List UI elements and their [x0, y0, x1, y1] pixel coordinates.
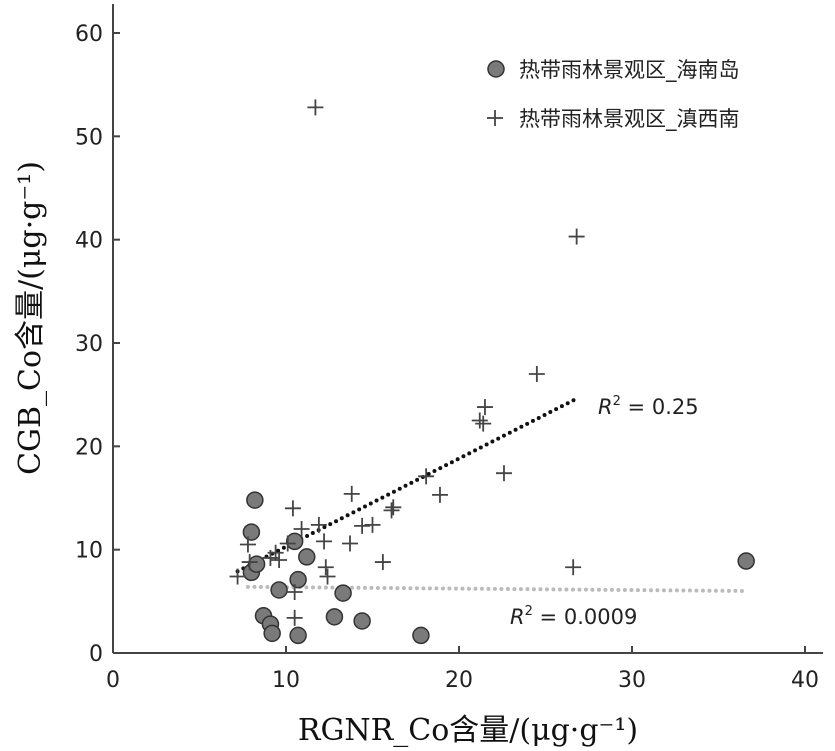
data-points	[229, 99, 755, 645]
plus-point	[279, 535, 296, 552]
circle-point	[289, 626, 307, 645]
x-tick-label: 30	[618, 668, 646, 693]
plus-point	[383, 502, 400, 519]
x-tick-label: 40	[791, 668, 819, 693]
plus-point	[354, 517, 371, 534]
legend-circle-marker	[487, 60, 505, 78]
circle-point	[263, 624, 281, 643]
plus-point	[317, 559, 334, 576]
circle-point	[285, 532, 304, 551]
plus-point	[418, 468, 435, 485]
legend-plus-marker	[487, 110, 503, 126]
y-tick-label: 50	[75, 125, 103, 150]
x-tick-label: 20	[445, 668, 473, 693]
x-axis-title: RGNR_Co含量/(μg·g⁻¹)	[298, 713, 638, 748]
plus-point	[471, 412, 488, 429]
axes	[112, 4, 823, 654]
plus-point	[310, 516, 327, 533]
plus-point	[565, 559, 582, 576]
plus-point	[475, 415, 492, 432]
y-tick-label: 40	[75, 229, 103, 254]
y-tick-label: 20	[75, 435, 103, 460]
trendline	[245, 584, 749, 593]
plus-point	[284, 500, 301, 517]
plus-point	[293, 521, 310, 537]
plus-point	[528, 366, 545, 382]
y-tick-label: 30	[75, 332, 103, 357]
plus-point	[241, 554, 258, 571]
plus-point	[342, 535, 359, 552]
circle-point	[242, 523, 261, 541]
plus-point	[262, 549, 279, 566]
plus-point	[431, 486, 448, 503]
circle-point	[270, 581, 288, 599]
plus-point	[239, 536, 256, 553]
circle-point	[246, 491, 264, 509]
circle-point	[298, 548, 316, 566]
r2-annotation-dianxinan: R2 = 0.25	[598, 394, 699, 419]
x-axis-ticks: 0 10 20 30 40	[106, 646, 819, 693]
plus-point	[307, 99, 324, 116]
x-tick-label: 0	[106, 668, 120, 693]
legend-label-dianxinan: 热带雨林景观区_滇西南	[519, 107, 740, 132]
plus-point	[476, 399, 493, 416]
plus-point	[568, 228, 585, 245]
circle-point	[325, 608, 344, 626]
legend-label-hainan: 热带雨林景观区_海南岛	[519, 58, 740, 83]
circle-point	[353, 612, 371, 630]
plus-point	[495, 465, 512, 482]
circle-point	[412, 626, 430, 645]
y-axis-title: CGB_Co含量/(μg·g⁻¹)	[13, 161, 48, 475]
y-tick-label: 60	[75, 22, 103, 47]
x-tick-label: 10	[272, 668, 300, 693]
y-tick-label: 10	[75, 539, 103, 564]
plus-point	[229, 568, 246, 585]
plus-point	[364, 516, 381, 533]
plus-point	[374, 554, 391, 571]
plus-point	[316, 533, 333, 550]
legend: 热带雨林景观区_海南岛 热带雨林景观区_滇西南	[487, 58, 740, 132]
y-axis-ticks: 0 10 20 30 40 50 60	[75, 22, 120, 667]
y-tick-label: 0	[89, 642, 103, 667]
circle-point	[737, 552, 755, 570]
plus-point	[319, 568, 336, 585]
plus-point	[343, 485, 360, 502]
plus-point	[385, 499, 402, 516]
plus-point	[271, 552, 288, 568]
plus-point	[286, 584, 303, 601]
r2-annotation-hainan: R2 = 0.0009	[510, 604, 637, 629]
circle-point	[289, 570, 307, 589]
circle-point	[334, 584, 352, 602]
plus-point	[286, 609, 303, 626]
circle-point	[247, 555, 266, 573]
